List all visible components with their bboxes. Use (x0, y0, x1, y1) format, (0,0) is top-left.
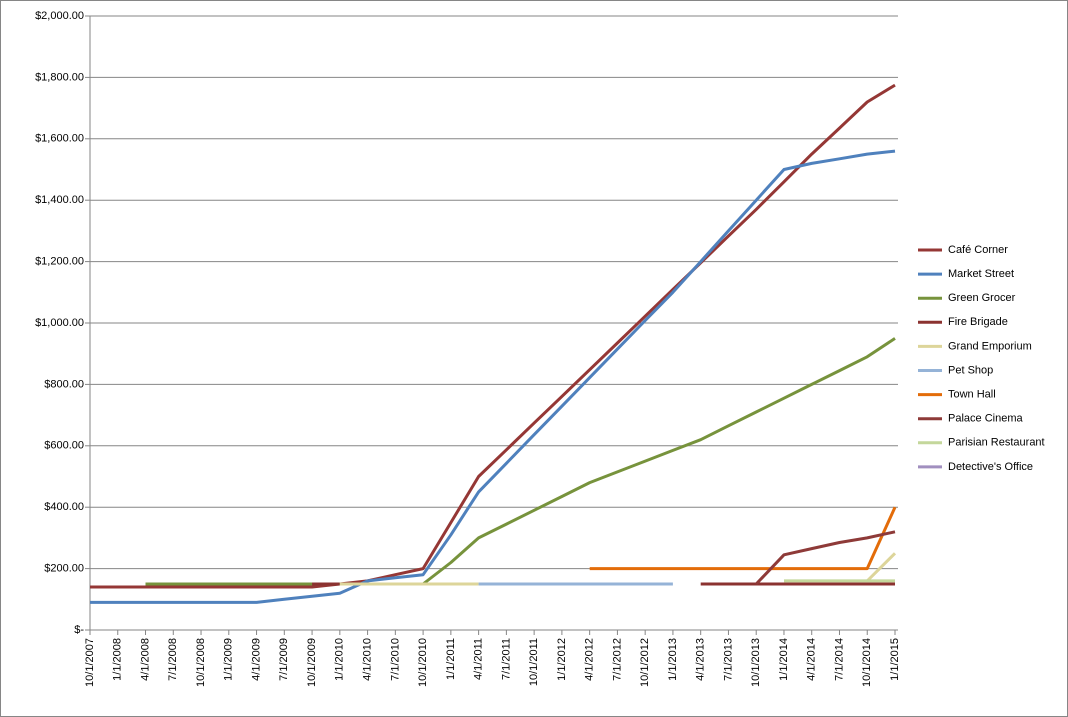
legend-label: Café Corner (948, 244, 1008, 256)
legend-label: Pet Shop (948, 364, 993, 376)
x-tick-label: 10/1/2008 (195, 638, 207, 687)
x-tick-label: 7/1/2012 (611, 638, 623, 681)
legend-label: Green Grocer (948, 292, 1016, 304)
x-tick-label: 1/1/2011 (445, 638, 457, 680)
y-tick-label: $600.00 (44, 440, 84, 452)
x-tick-label: 10/1/2009 (306, 638, 318, 687)
x-tick-label: 1/1/2013 (667, 638, 679, 681)
x-tick-label: 7/1/2008 (167, 638, 179, 681)
series-line (755, 530, 896, 586)
x-tick-label: 10/1/2007 (84, 638, 96, 687)
legend-label: Fire Brigade (948, 316, 1008, 328)
x-tick-label: 4/1/2013 (695, 638, 707, 681)
x-tick-label: 10/1/2013 (750, 638, 762, 687)
y-tick-label: $1,600.00 (35, 133, 84, 145)
x-tick-label: 4/1/2011 (473, 638, 485, 680)
x-tick-label: 10/1/2011 (528, 638, 540, 686)
x-tick-label: 4/1/2008 (139, 638, 151, 681)
x-tick-label: 1/1/2008 (112, 638, 124, 681)
legend-label: Grand Emporium (948, 340, 1032, 352)
y-tick-label: $1,400.00 (35, 194, 84, 206)
series-line (90, 149, 896, 604)
x-tick-label: 10/1/2012 (639, 638, 651, 687)
y-tick-label: $- (74, 624, 84, 636)
x-tick-label: 1/1/2015 (889, 638, 901, 681)
x-tick-label: 4/1/2010 (361, 638, 373, 681)
y-tick-label: $800.00 (44, 378, 84, 390)
x-tick-label: 1/1/2012 (556, 638, 568, 681)
x-tick-label: 7/1/2010 (389, 638, 401, 681)
legend-label: Market Street (948, 268, 1014, 280)
y-tick-label: $1,800.00 (35, 71, 84, 83)
legend-label: Palace Cinema (948, 413, 1023, 425)
y-tick-label: $2,000.00 (35, 10, 84, 22)
x-tick-label: 1/1/2014 (778, 638, 790, 681)
legend-label: Detective's Office (948, 461, 1033, 473)
series-line (589, 506, 897, 571)
y-tick-label: $1,200.00 (35, 256, 84, 268)
x-tick-label: 4/1/2012 (584, 638, 596, 681)
series-line (145, 337, 896, 586)
x-tick-label: 1/1/2010 (334, 638, 346, 681)
y-tick-label: $200.00 (44, 563, 84, 575)
x-tick-label: 10/1/2010 (417, 638, 429, 687)
y-tick-label: $1,000.00 (35, 317, 84, 329)
x-tick-label: 7/1/2013 (722, 638, 734, 681)
legend-label: Parisian Restaurant (948, 437, 1045, 449)
x-tick-label: 7/1/2009 (278, 638, 290, 681)
x-tick-label: 7/1/2014 (833, 638, 845, 681)
y-tick-label: $400.00 (44, 501, 84, 513)
series-line (339, 552, 897, 586)
x-tick-label: 7/1/2011 (500, 638, 512, 680)
legend-label: Town Hall (948, 389, 996, 401)
x-tick-label: 1/1/2009 (223, 638, 235, 681)
x-tick-label: 10/1/2014 (861, 638, 873, 687)
x-tick-label: 4/1/2009 (250, 638, 262, 681)
x-tick-label: 4/1/2014 (806, 638, 818, 681)
series-line (90, 83, 896, 589)
